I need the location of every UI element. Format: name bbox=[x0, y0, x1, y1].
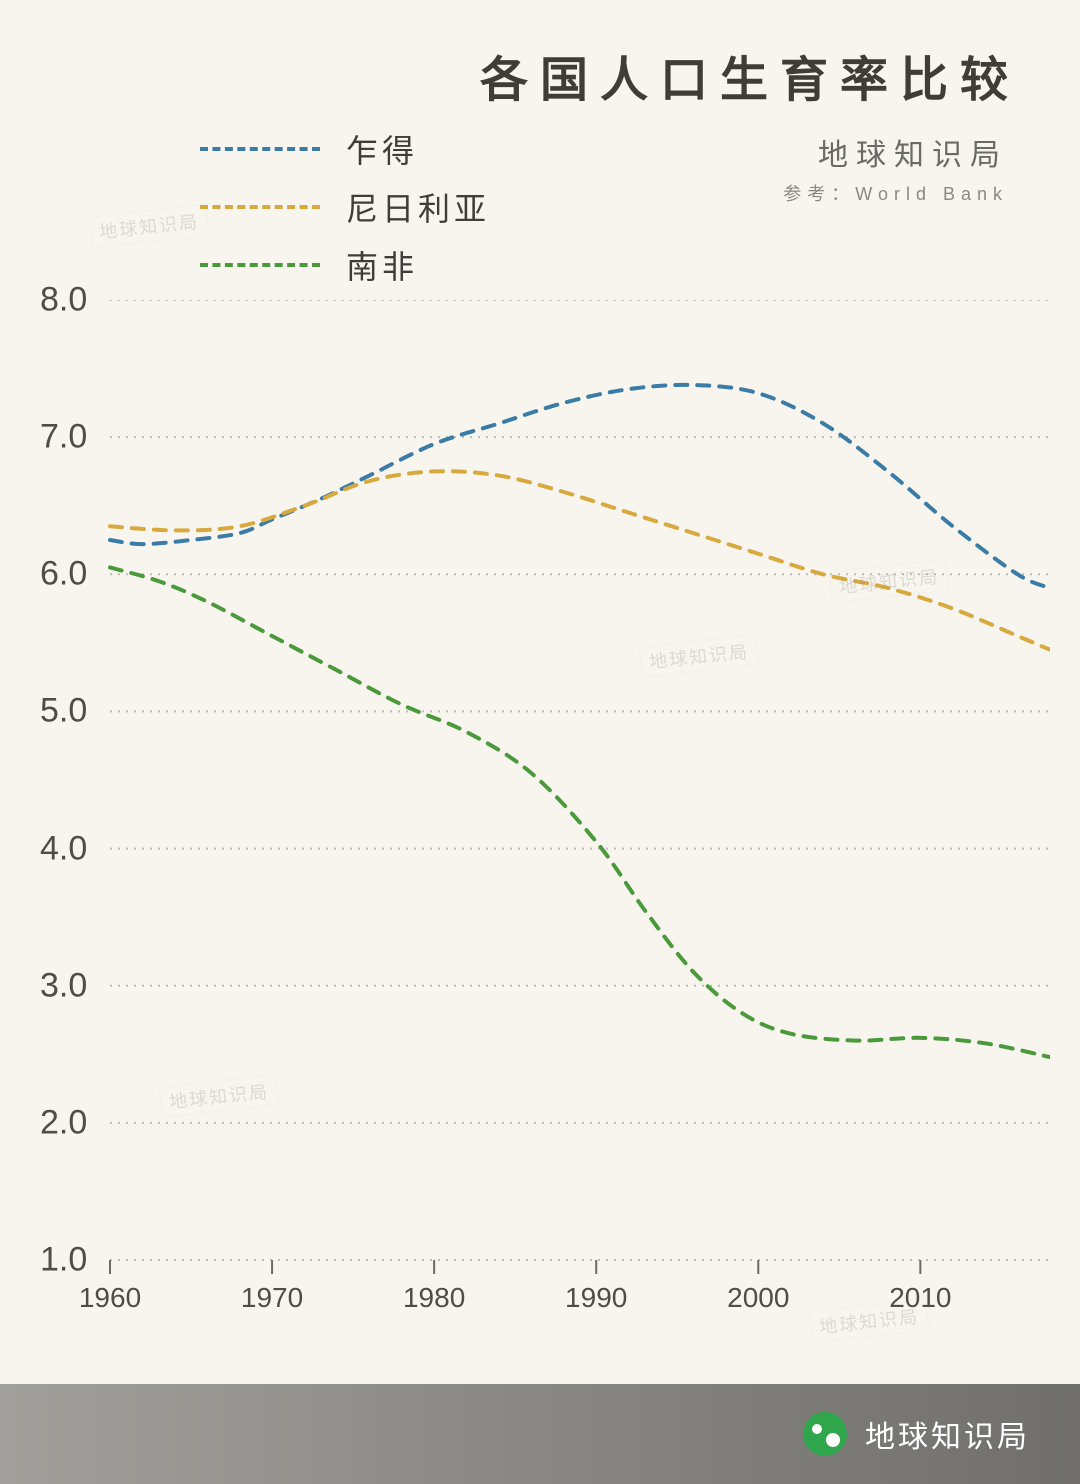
series-line bbox=[110, 471, 1050, 650]
footer-label: 地球知识局 bbox=[865, 1412, 1030, 1456]
wechat-icon bbox=[803, 1412, 847, 1456]
ytick-label: 7.0 bbox=[40, 418, 87, 457]
footer-bar: 地球知识局 bbox=[0, 1384, 1080, 1484]
xtick-label: 1990 bbox=[565, 1282, 627, 1314]
chart-area: 1.02.03.04.05.06.07.08.0 196019701980199… bbox=[40, 300, 1050, 1320]
xtick-label: 1960 bbox=[79, 1282, 141, 1314]
legend-swatch bbox=[200, 263, 320, 267]
chart-title: 各国人口生育率比较 bbox=[480, 40, 1020, 110]
legend-item: 尼日利亚 bbox=[200, 178, 490, 236]
series-line bbox=[110, 567, 1050, 1057]
chart-subtitle: 地球知识局 bbox=[818, 130, 1008, 174]
watermark: 地球知识局 bbox=[89, 204, 210, 248]
legend-swatch bbox=[200, 147, 320, 151]
ytick-label: 6.0 bbox=[40, 555, 87, 594]
ytick-label: 2.0 bbox=[40, 1103, 87, 1142]
legend: 乍得尼日利亚南非 bbox=[200, 120, 490, 294]
ytick-label: 3.0 bbox=[40, 966, 87, 1005]
legend-swatch bbox=[200, 205, 320, 209]
legend-item: 南非 bbox=[200, 236, 490, 294]
ytick-label: 8.0 bbox=[40, 281, 87, 320]
legend-item: 乍得 bbox=[200, 120, 490, 178]
chart-svg bbox=[40, 300, 1050, 1320]
chart-source: 参考：World Bank bbox=[783, 180, 1008, 206]
xtick-label: 1970 bbox=[241, 1282, 303, 1314]
series-line bbox=[110, 385, 1050, 588]
legend-label: 乍得 bbox=[346, 126, 418, 172]
legend-label: 尼日利亚 bbox=[346, 184, 490, 230]
ytick-label: 4.0 bbox=[40, 829, 87, 868]
xtick-label: 1980 bbox=[403, 1282, 465, 1314]
ytick-label: 5.0 bbox=[40, 692, 87, 731]
legend-label: 南非 bbox=[346, 242, 418, 288]
xtick-label: 2000 bbox=[727, 1282, 789, 1314]
ytick-label: 1.0 bbox=[40, 1241, 87, 1280]
